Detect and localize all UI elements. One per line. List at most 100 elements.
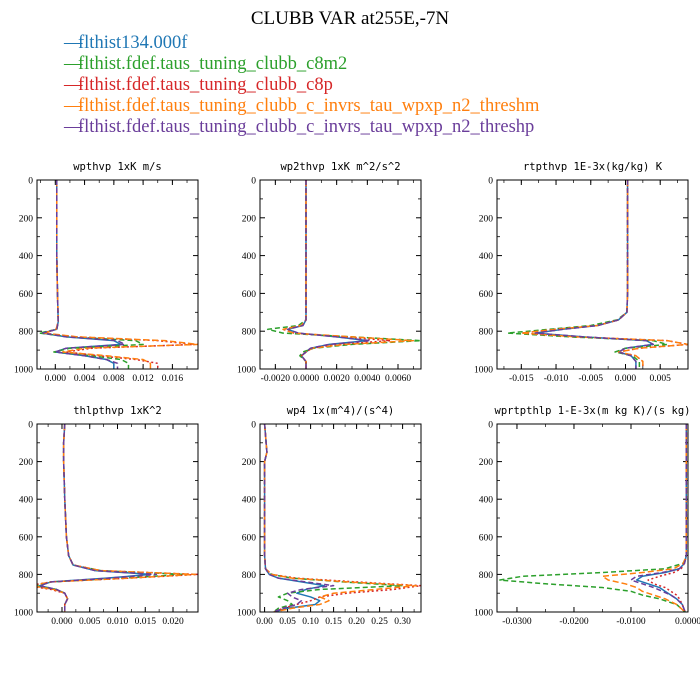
- series-group: [506, 180, 688, 369]
- panel-title: rtpthvp 1E-3x(kg/kg) K: [523, 161, 663, 173]
- x-tick-label: 0.0060: [385, 374, 411, 384]
- series-line: [263, 424, 335, 612]
- series-group: [263, 424, 421, 612]
- y-tick-label: 800: [479, 328, 494, 338]
- y-tick-label: 800: [242, 571, 257, 581]
- x-tick-label: 0.005: [650, 374, 672, 384]
- legend-item-orange: —flthist.fdef.taus_tuning_clubb_c_invrs_…: [64, 96, 539, 117]
- series-line: [37, 424, 198, 612]
- panel-title: wp2thvp 1xK m^2/s^2: [280, 161, 400, 173]
- x-tick-label: 0.010: [107, 617, 129, 627]
- series-line: [499, 424, 688, 612]
- y-tick-label: 1000: [237, 609, 256, 619]
- plot-frame: [496, 179, 689, 370]
- x-tick-label: -0.0300: [502, 617, 532, 627]
- y-tick-label: 0: [251, 421, 256, 431]
- series-line: [266, 180, 421, 369]
- series-group: [38, 180, 198, 369]
- x-tick-label: 0.0000: [675, 617, 700, 627]
- series-group: [37, 424, 198, 612]
- panel-3: rtpthvp 1E-3x(kg/kg) K 0 200 400 600 800 1000 -…: [474, 161, 689, 384]
- x-tick-label: 0.008: [103, 374, 125, 384]
- x-tick-label: 0.00: [256, 617, 273, 627]
- x-tick-label: 0.15: [325, 617, 342, 627]
- y-tick-label: 1000: [14, 609, 33, 619]
- y-tick-label: 600: [479, 533, 494, 543]
- series-line: [282, 180, 415, 369]
- plot-frame: [259, 179, 422, 370]
- legend-item-purple: —flthist.fdef.taus_tuning_clubb_c_invrs_…: [64, 117, 539, 138]
- legend-item-red: —flthist.fdef.taus_tuning_clubb_c8p: [64, 75, 539, 96]
- y-tick-label: 600: [19, 290, 34, 300]
- series-line: [263, 424, 418, 612]
- plot-frame: [496, 423, 689, 613]
- y-tick-label: 400: [242, 252, 257, 262]
- y-tick-label: 200: [479, 214, 494, 224]
- panel-title: thlpthvp 1xK^2: [73, 405, 162, 417]
- x-tick-label: 0.20: [348, 617, 365, 627]
- x-tick-label: -0.0200: [559, 617, 589, 627]
- x-tick-label: 0.016: [162, 374, 184, 384]
- legend-label: flthist.fdef.taus_tuning_clubb_c_invrs_t…: [78, 96, 540, 116]
- x-tick-label: 0.000: [615, 374, 637, 384]
- y-tick-label: 0: [28, 421, 33, 431]
- x-tick-label: 0.020: [162, 617, 184, 627]
- legend-label: flthist.fdef.taus_tuning_clubb_c8m2: [78, 54, 348, 74]
- y-tick-label: 200: [19, 458, 34, 468]
- series-line: [39, 424, 158, 612]
- y-tick-label: 1000: [237, 366, 256, 376]
- y-tick-label: 0: [488, 421, 493, 431]
- panel-4: thlpthvp 1xK^2 0 200 400 600 800 1000 0.000 0.00…: [14, 405, 199, 627]
- x-tick-label: -0.015: [509, 374, 534, 384]
- panel-title: wpthvp 1xK m/s: [73, 161, 162, 173]
- y-tick-label: 400: [479, 496, 494, 506]
- panel-title: wprtpthlp 1-E-3x(m kg K)/(s kg): [495, 405, 691, 417]
- y-tick-label: 200: [242, 458, 257, 468]
- x-tick-label: 0.000: [45, 374, 67, 384]
- series-line: [534, 180, 655, 369]
- y-tick-label: 1000: [14, 366, 33, 376]
- panel-title: wp4 1x(m^4)/(s^4): [287, 405, 394, 417]
- legend-item-blue: —flthist134.000f: [64, 33, 539, 54]
- x-tick-label: 0.30: [394, 617, 411, 627]
- legend: —flthist134.000f —flthist.fdef.taus_tuni…: [64, 33, 539, 138]
- legend-dash: —: [64, 75, 83, 95]
- y-tick-label: 800: [242, 328, 257, 338]
- series-line: [37, 424, 185, 612]
- y-tick-label: 400: [19, 252, 34, 262]
- legend-dash: —: [64, 117, 83, 137]
- x-tick-label: 0.000: [51, 617, 73, 627]
- series-line: [630, 424, 688, 612]
- legend-dash: —: [64, 33, 83, 53]
- y-tick-label: 600: [479, 290, 494, 300]
- legend-label: flthist.fdef.taus_tuning_clubb_c8p: [78, 75, 333, 95]
- x-tick-label: 0.005: [79, 617, 101, 627]
- series-line: [263, 424, 421, 612]
- y-tick-label: 0: [28, 177, 33, 187]
- y-tick-label: 800: [19, 328, 34, 338]
- figure-title: CLUBB VAR at255E,-7N: [250, 8, 450, 29]
- y-tick-label: 1000: [474, 366, 493, 376]
- series-line: [647, 424, 688, 612]
- series-line: [41, 180, 122, 369]
- series-line: [282, 180, 392, 369]
- y-tick-label: 400: [479, 252, 494, 262]
- series-line: [43, 180, 196, 369]
- panel-2: wp2thvp 1xK m^2/s^2 0 200 400 600 800 1000 -0.0…: [237, 161, 422, 384]
- x-tick-label: 0.0000: [293, 374, 319, 384]
- y-tick-label: 1000: [474, 609, 493, 619]
- x-tick-label: 0.10: [302, 617, 319, 627]
- x-tick-label: 0.012: [132, 374, 154, 384]
- series-group: [499, 424, 688, 612]
- series-line: [39, 424, 152, 612]
- y-tick-label: 600: [242, 290, 257, 300]
- series-line: [42, 180, 126, 369]
- y-tick-label: 600: [19, 533, 34, 543]
- plot-frame: [36, 179, 199, 370]
- plot-frame: [259, 423, 422, 613]
- x-tick-label: 0.004: [74, 374, 96, 384]
- series-line: [38, 180, 144, 369]
- x-tick-label: -0.0020: [261, 374, 291, 384]
